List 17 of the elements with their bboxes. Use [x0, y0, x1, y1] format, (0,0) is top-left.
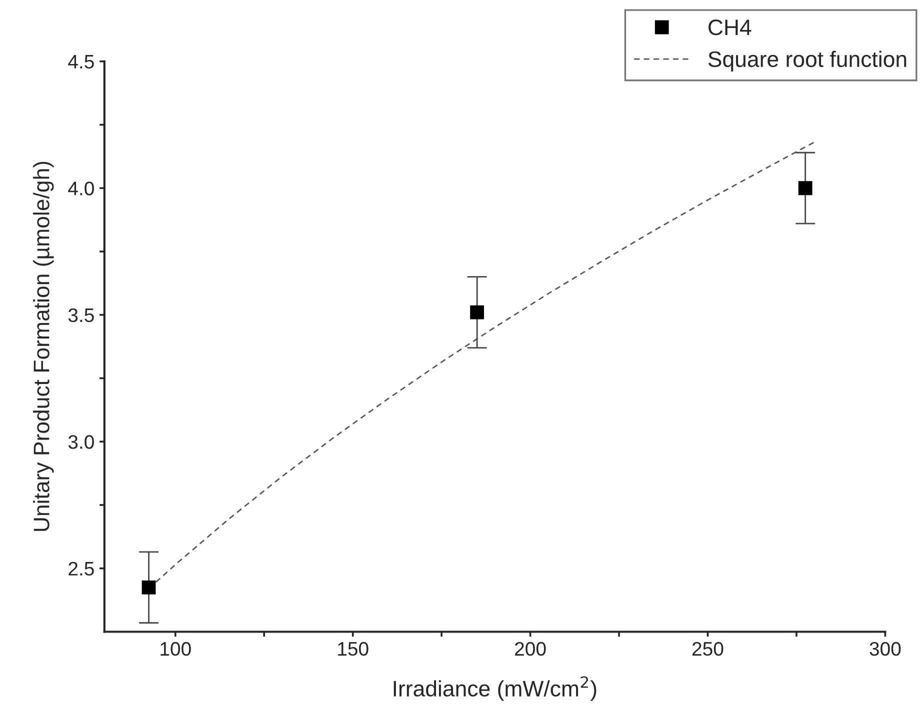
y-tick-label: 4.5: [68, 55, 94, 69]
x-tick-label: 200: [515, 642, 546, 656]
x-tick-label: 250: [692, 642, 724, 656]
x-tick-label: 300: [870, 642, 901, 656]
point: [142, 580, 156, 594]
y-tick-label: 3.5: [68, 308, 94, 322]
y-tick-label: 2.5: [68, 562, 94, 576]
x-tick-label: 150: [338, 642, 368, 656]
x-axis-title: Irradiance (mW/cm$^{2}$): [394, 676, 596, 701]
y-tick-label: 3.0: [68, 435, 94, 449]
y-tick-label: 4.0: [68, 182, 94, 196]
y-axis-title: Unitary Product Formation (µmole/gh): [33, 162, 54, 531]
point: [798, 181, 812, 196]
legend-label: CH4: [708, 20, 752, 36]
x-tick-label: 100: [160, 642, 191, 656]
legend-label: Square root function: [708, 50, 906, 72]
point: [470, 305, 484, 320]
